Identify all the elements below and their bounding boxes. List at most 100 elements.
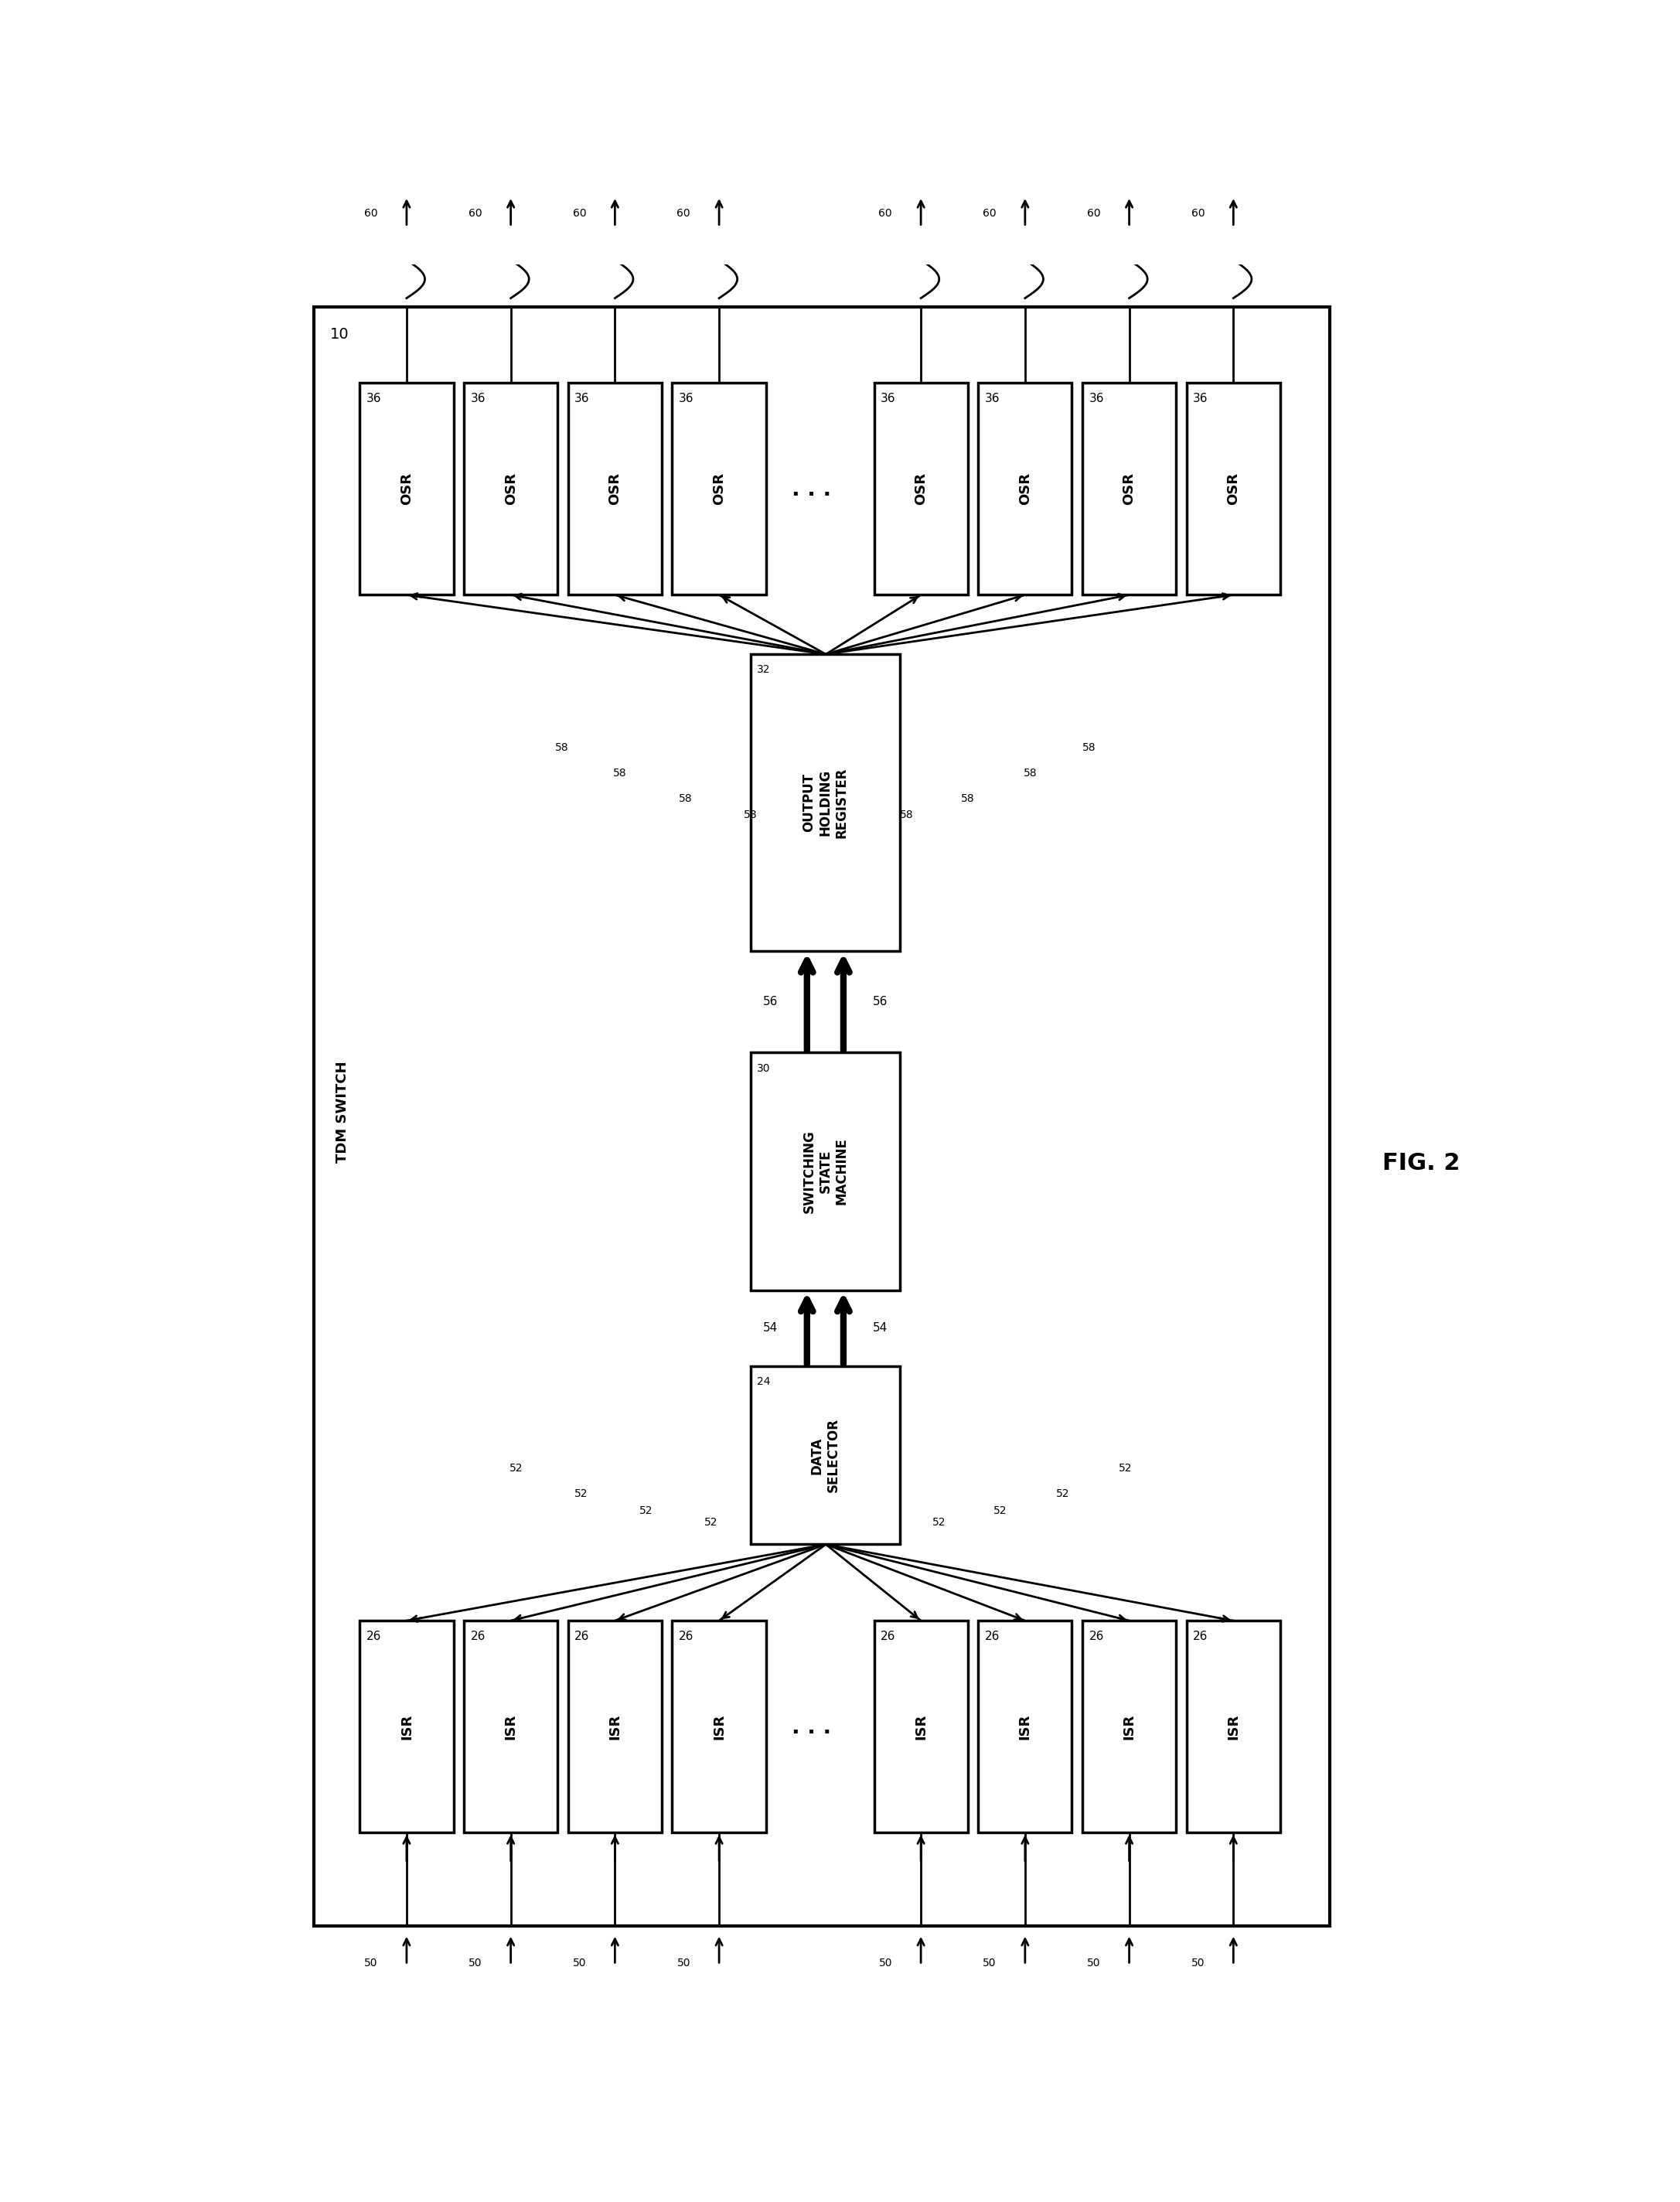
Text: 58: 58 <box>744 810 758 821</box>
Bar <box>1186 383 1280 595</box>
Text: 60: 60 <box>983 207 996 218</box>
Bar <box>360 383 454 595</box>
Text: 52: 52 <box>1057 1489 1070 1500</box>
Text: 60: 60 <box>573 207 586 218</box>
Text: FIG. 2: FIG. 2 <box>1383 1152 1460 1174</box>
Text: 50: 50 <box>983 1958 996 1969</box>
Text: | | |: | | | <box>818 1317 832 1341</box>
Text: 58: 58 <box>1082 742 1095 753</box>
Text: 60: 60 <box>879 207 892 218</box>
Text: 60: 60 <box>1191 207 1205 218</box>
Text: 58: 58 <box>679 793 692 804</box>
Text: 30: 30 <box>756 1064 771 1075</box>
Text: 26: 26 <box>1089 1632 1104 1643</box>
Bar <box>568 1621 662 1832</box>
Bar <box>751 654 900 951</box>
Text: ISR: ISR <box>608 1713 622 1740</box>
Text: ISR: ISR <box>1018 1713 1032 1740</box>
Bar <box>360 1621 454 1832</box>
Bar <box>314 306 1331 1927</box>
Bar <box>1082 1621 1176 1832</box>
Bar <box>874 1621 968 1832</box>
Text: ISR: ISR <box>400 1713 413 1740</box>
Text: 26: 26 <box>366 1632 381 1643</box>
Text: 26: 26 <box>880 1632 895 1643</box>
Text: ISR: ISR <box>712 1713 726 1740</box>
Text: 56: 56 <box>763 995 778 1009</box>
Text: 58: 58 <box>613 768 627 777</box>
Text: OSR: OSR <box>1018 473 1032 504</box>
Text: 32: 32 <box>756 665 771 676</box>
Text: 24: 24 <box>756 1376 771 1387</box>
Text: SWITCHING
STATE
MACHINE: SWITCHING STATE MACHINE <box>801 1130 848 1213</box>
Text: 54: 54 <box>872 1323 887 1334</box>
Text: 36: 36 <box>984 394 1000 405</box>
Text: 36: 36 <box>575 394 590 405</box>
Text: 50: 50 <box>1087 1958 1100 1969</box>
Text: 36: 36 <box>366 394 381 405</box>
Text: 52: 52 <box>1119 1462 1132 1473</box>
Text: 60: 60 <box>365 207 378 218</box>
Text: 58: 58 <box>961 793 974 804</box>
Text: 36: 36 <box>679 394 694 405</box>
Text: 50: 50 <box>573 1958 586 1969</box>
Bar <box>672 383 766 595</box>
Text: TDM SWITCH: TDM SWITCH <box>336 1061 349 1163</box>
Bar <box>1186 1621 1280 1832</box>
Text: OSR: OSR <box>712 473 726 504</box>
Text: 52: 52 <box>993 1504 1006 1515</box>
Text: ISR: ISR <box>1122 1713 1136 1740</box>
Text: 26: 26 <box>575 1632 590 1643</box>
Text: | | |: | | | <box>818 989 832 1015</box>
Text: 60: 60 <box>469 207 482 218</box>
Text: OSR: OSR <box>504 473 517 504</box>
Text: 26: 26 <box>984 1632 1000 1643</box>
Text: OSR: OSR <box>1122 473 1136 504</box>
Bar <box>751 1365 900 1544</box>
Bar <box>464 1621 558 1832</box>
Text: 26: 26 <box>470 1632 486 1643</box>
Text: 52: 52 <box>640 1504 654 1515</box>
Text: OSR: OSR <box>608 473 622 504</box>
Text: 58: 58 <box>554 742 568 753</box>
Text: 36: 36 <box>470 394 486 405</box>
Text: 56: 56 <box>872 995 887 1009</box>
Bar <box>568 383 662 595</box>
Text: OSR: OSR <box>1226 473 1240 504</box>
Text: 26: 26 <box>1193 1632 1208 1643</box>
Text: 54: 54 <box>763 1323 778 1334</box>
Text: 52: 52 <box>932 1517 946 1528</box>
Text: 52: 52 <box>509 1462 522 1473</box>
Text: . . .: . . . <box>791 1718 832 1737</box>
Text: . . .: . . . <box>791 478 832 500</box>
Bar <box>978 1621 1072 1832</box>
Text: 58: 58 <box>1023 768 1037 777</box>
Text: OSR: OSR <box>914 473 927 504</box>
Text: DATA
SELECTOR: DATA SELECTOR <box>810 1418 840 1493</box>
Text: OSR: OSR <box>400 473 413 504</box>
Text: OUTPUT
HOLDING
REGISTER: OUTPUT HOLDING REGISTER <box>801 766 848 839</box>
Bar <box>874 383 968 595</box>
Bar <box>1082 383 1176 595</box>
Text: 50: 50 <box>1191 1958 1205 1969</box>
Text: ISR: ISR <box>914 1713 927 1740</box>
Text: 58: 58 <box>900 810 914 821</box>
Text: 36: 36 <box>1193 394 1208 405</box>
Text: 60: 60 <box>677 207 690 218</box>
Bar <box>978 383 1072 595</box>
Text: 52: 52 <box>704 1517 717 1528</box>
Text: 52: 52 <box>575 1489 588 1500</box>
Text: ISR: ISR <box>504 1713 517 1740</box>
Bar <box>751 1053 900 1290</box>
Bar <box>672 1621 766 1832</box>
Text: 50: 50 <box>469 1958 482 1969</box>
Text: 60: 60 <box>1087 207 1100 218</box>
Text: 36: 36 <box>880 394 895 405</box>
Text: ISR: ISR <box>1226 1713 1240 1740</box>
Text: 50: 50 <box>365 1958 378 1969</box>
Text: 50: 50 <box>879 1958 892 1969</box>
Text: 26: 26 <box>679 1632 694 1643</box>
Text: 10: 10 <box>329 326 349 341</box>
Bar <box>464 383 558 595</box>
Text: 50: 50 <box>677 1958 690 1969</box>
